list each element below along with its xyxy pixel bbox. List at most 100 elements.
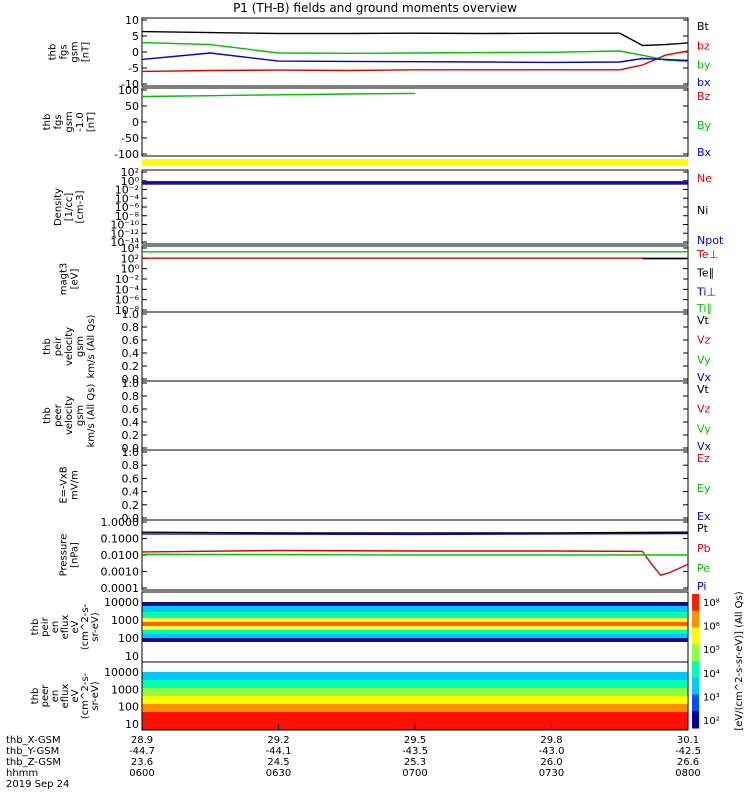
legend-entry: Ex [697, 510, 711, 523]
x-row-value: 23.6 [131, 757, 153, 768]
legend-entry: Bz [697, 90, 711, 103]
y-axis-label: [nPa] [70, 542, 81, 568]
legend-entry: Ez [697, 452, 710, 465]
x-row-value: 30.1 [677, 735, 699, 746]
y-axis-label: [1/cc] [64, 193, 75, 222]
spectrogram-band [142, 634, 688, 638]
legend-entry: Te⊥ [696, 248, 718, 261]
date-label: 2019 Sep 24 [6, 779, 69, 790]
y-tick-label: 50 [125, 100, 139, 113]
y-tick-label: 1.0 [122, 377, 140, 390]
spectrogram-band [142, 696, 688, 704]
x-row-value: 25.3 [404, 757, 426, 768]
x-row-value: -44.7 [129, 746, 155, 757]
colorbar-segment [692, 644, 699, 662]
series-line-bz [141, 50, 689, 73]
y-tick-label: -100 [114, 148, 139, 161]
legend-entry: Ti⊥ [696, 285, 716, 298]
y-tick-label: 10 [125, 14, 139, 27]
series-line-Pt [141, 531, 689, 534]
y-tick-label: 1.0 [122, 446, 140, 459]
colorbar-tick-label: 10³ [703, 692, 720, 703]
x-row-label: thb_Y-GSM [6, 746, 59, 757]
spectrogram-band [142, 602, 688, 606]
y-tick-label: 0.4 [122, 486, 140, 499]
series-line-Bt [141, 30, 689, 47]
y-tick-label: 0.0100 [101, 549, 140, 562]
y-axis-label: [nT] [81, 42, 92, 62]
series-line-Pi [141, 532, 689, 536]
y-axis-label: Density [53, 188, 64, 226]
y-tick-label: 100 [118, 701, 139, 714]
colorbar-label: [eV/(cm^2-s-sr-eV)] (All Qs) [734, 591, 745, 730]
y-tick-label: 100 [118, 84, 139, 97]
x-row-value: -42.5 [675, 746, 701, 757]
y-tick-label: 0.6 [122, 472, 140, 485]
y-axis-label: magt3 [59, 263, 70, 296]
y-tick-label: 1.0000 [101, 516, 140, 529]
y-tick-label: 0.8 [122, 321, 140, 334]
legend-entry: Vz [697, 403, 711, 416]
y-tick-label: 0.0 [122, 442, 140, 455]
colorbar-tick-label: 10⁵ [703, 645, 720, 656]
y-axis-label: [cm-3] [75, 190, 86, 223]
y-tick-label: 0.6 [122, 403, 140, 416]
y-axis-label: gsm [70, 41, 81, 62]
y-tick-label: 10 [125, 718, 139, 731]
y-axis-label: Pressure [59, 534, 70, 577]
x-row-value: 0700 [402, 768, 427, 779]
legend-entry: Pb [697, 542, 711, 555]
y-tick-label: 10⁻² [115, 184, 139, 197]
x-row-value: 0600 [129, 768, 154, 779]
y-tick-label: 0.0 [122, 512, 140, 525]
x-row-value: 29.8 [540, 735, 562, 746]
y-axis-label: mV/m [70, 470, 81, 500]
y-axis-label: gsm [75, 405, 86, 426]
x-row-value: 0730 [539, 768, 564, 779]
colorbar-tick-label: 10² [703, 716, 720, 727]
legend-entry: Vt [697, 383, 710, 396]
y-tick-label: 1000 [111, 683, 139, 696]
y-tick-label: 0.0 [122, 373, 140, 386]
spectrogram-band [142, 618, 688, 622]
y-tick-label: 1.0 [122, 308, 140, 321]
colorbar-tick-label: 10⁴ [703, 669, 720, 680]
spectrogram-band [142, 612, 688, 618]
y-axis-label: sr-eV) [90, 681, 101, 710]
colorbar-tick-label: 10⁸ [703, 598, 720, 609]
series-line-bx [141, 52, 689, 64]
legend-entry: Vt [697, 314, 710, 327]
x-row-value: 29.5 [404, 735, 426, 746]
y-axis-label: sr-eV) [90, 612, 101, 641]
colorbar-segment [692, 627, 699, 645]
legend-entry: Bx [697, 146, 712, 159]
legend-entry: Ni [697, 204, 708, 217]
y-tick-label: 10 [125, 650, 139, 663]
spectrogram-band [142, 672, 688, 680]
spectrogram-band [142, 704, 688, 712]
y-axis-label: thb [42, 114, 53, 131]
y-tick-label: 10² [121, 252, 139, 265]
y-tick-label: 10000 [104, 666, 139, 679]
x-row-value: 26.6 [677, 757, 699, 768]
y-tick-label: 10⁻¹⁴ [110, 236, 139, 249]
y-tick-label: 10⁻⁶ [115, 294, 140, 307]
y-axis-label: peir [53, 336, 64, 356]
y-tick-label: 10000 [104, 596, 139, 609]
y-tick-label: 0.2 [122, 499, 140, 512]
y-tick-label: 10⁻² [115, 273, 139, 286]
y-axis-label: -1.0 [75, 112, 86, 132]
y-tick-label: 0.0001 [101, 582, 140, 595]
legend-entry: by [697, 59, 711, 72]
y-tick-label: 0.1000 [101, 533, 140, 546]
legend-entry: Ey [697, 482, 711, 495]
series-line-By [141, 92, 416, 98]
x-row-value: 29.2 [267, 735, 289, 746]
y-tick-label: -50 [121, 132, 139, 145]
spectrogram [142, 672, 688, 730]
legend-entry: Npot [697, 234, 724, 247]
y-axis-label: eflux [60, 684, 71, 709]
y-axis-label: fgs [59, 44, 70, 59]
y-tick-label: 10⁻¹⁰ [110, 219, 139, 232]
